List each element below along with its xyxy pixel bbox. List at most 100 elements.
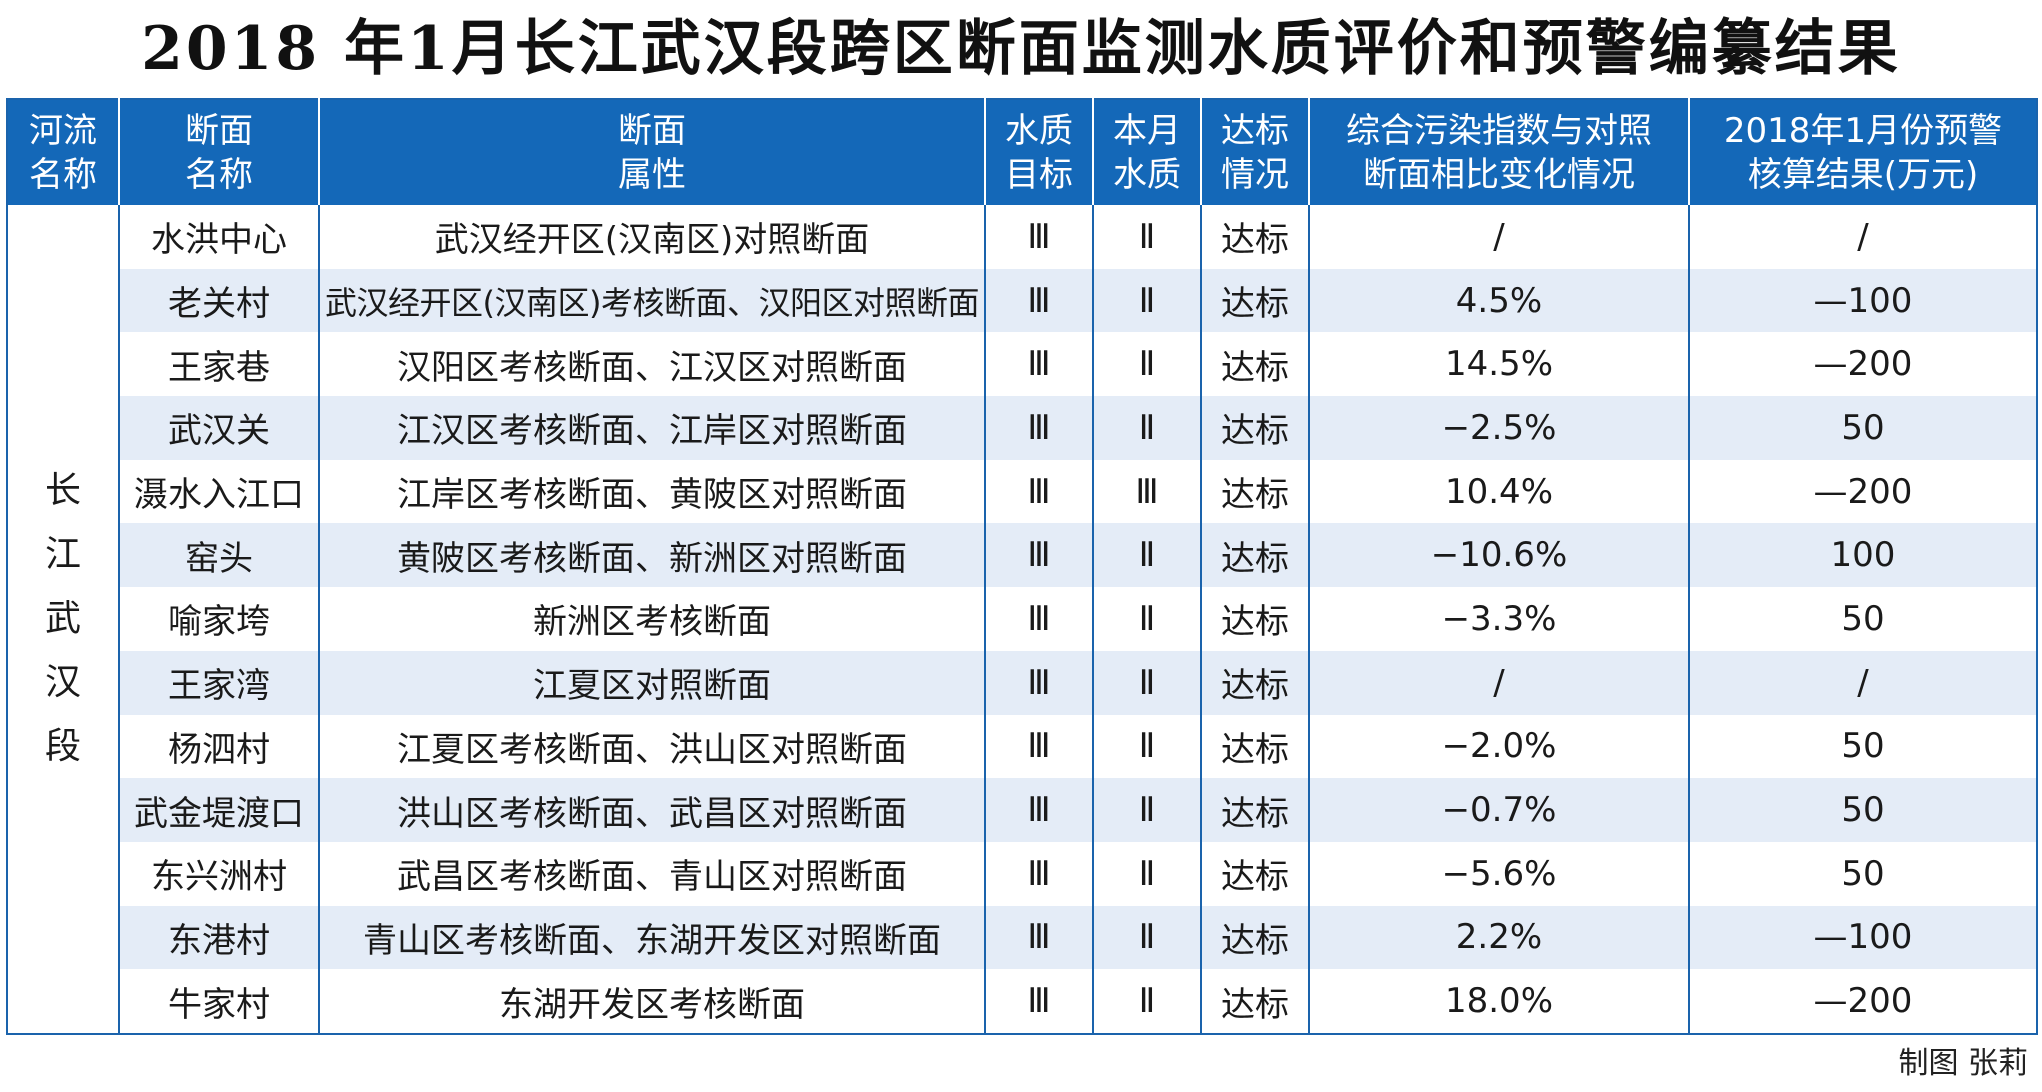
header-quality-target: 水质 目标 [984, 99, 1093, 205]
compliance-cell: 达标 [1200, 969, 1309, 1034]
section-attribute-cell: 江汉区考核断面、江岸区对照断面 [318, 396, 985, 460]
water-quality-table: 河流 名称 断面 名称 断面 属性 水质 目标 本月 水质 达标 情况 综合污染指数与对照断… [6, 98, 2038, 1035]
month-quality-cell: Ⅱ [1092, 778, 1201, 842]
table-row: 王家巷 汉阳区考核断面、江汉区对照断面 Ⅲ Ⅱ 达标 14.5% —200 [7, 332, 2037, 397]
compliance-cell: 达标 [1200, 905, 1309, 970]
table-row: 牛家村 东湖开发区考核断面 Ⅲ Ⅱ 达标 18.0% —200 [7, 969, 2037, 1034]
quality-target-cell: Ⅲ [984, 523, 1093, 588]
table-header-row: 河流 名称 断面 名称 断面 属性 水质 目标 本月 水质 达标 情况 综合污染指数与对照断… [7, 99, 2037, 205]
warning-result-cell: 100 [1688, 523, 2037, 588]
compliance-cell: 达标 [1200, 778, 1309, 842]
warning-result-cell: —200 [1688, 459, 2037, 524]
section-attribute-cell: 汉阳区考核断面、江汉区对照断面 [318, 332, 985, 397]
month-quality-cell: Ⅱ [1092, 523, 1201, 588]
header-section-attribute: 断面 属性 [318, 99, 985, 205]
compliance-cell: 达标 [1200, 205, 1309, 269]
pollution-change-cell: 10.4% [1308, 459, 1689, 524]
table-row: 滠水入江口 江岸区考核断面、黄陂区对照断面 Ⅲ Ⅲ 达标 10.4% —200 [7, 459, 2037, 524]
month-quality-cell: Ⅱ [1092, 969, 1201, 1034]
pollution-change-cell: / [1308, 650, 1689, 715]
month-quality-cell: Ⅱ [1092, 396, 1201, 460]
section-attribute-cell: 洪山区考核断面、武昌区对照断面 [318, 778, 985, 842]
section-name-cell: 东兴洲村 [118, 841, 319, 906]
pollution-change-cell: / [1308, 205, 1689, 269]
section-attribute-cell: 东湖开发区考核断面 [318, 969, 985, 1034]
table-row: 武汉关 江汉区考核断面、江岸区对照断面 Ⅲ Ⅱ 达标 −2.5% 50 [7, 396, 2037, 460]
warning-result-cell: 50 [1688, 714, 2037, 779]
section-attribute-cell: 武汉经开区(汉南区)考核断面、汉阳区对照断面 [318, 268, 985, 333]
month-quality-cell: Ⅱ [1092, 268, 1201, 333]
section-attribute-cell: 黄陂区考核断面、新洲区对照断面 [318, 523, 985, 588]
section-name-cell: 水洪中心 [118, 205, 319, 269]
month-quality-cell: Ⅱ [1092, 205, 1201, 269]
header-warning-result: 2018年1月份预警 核算结果(万元) [1688, 99, 2037, 205]
section-name-cell: 王家湾 [118, 650, 319, 715]
pollution-change-cell: 2.2% [1308, 905, 1689, 970]
section-name-cell: 武汉关 [118, 396, 319, 460]
table-row: 东兴洲村 武昌区考核断面、青山区对照断面 Ⅲ Ⅱ 达标 −5.6% 50 [7, 841, 2037, 906]
pollution-change-cell: −2.5% [1308, 396, 1689, 460]
section-attribute-cell: 青山区考核断面、东湖开发区对照断面 [318, 905, 985, 970]
section-attribute-cell: 江岸区考核断面、黄陂区对照断面 [318, 459, 985, 524]
pollution-change-cell: 18.0% [1308, 969, 1689, 1034]
header-section-name: 断面 名称 [118, 99, 319, 205]
compliance-cell: 达标 [1200, 523, 1309, 588]
month-quality-cell: Ⅱ [1092, 905, 1201, 970]
pollution-change-cell: −5.6% [1308, 841, 1689, 906]
warning-result-cell: / [1688, 205, 2037, 269]
warning-result-cell: —100 [1688, 905, 2037, 970]
credit-text: 制图 张莉 [1898, 1046, 2028, 1081]
section-attribute-cell: 武昌区考核断面、青山区对照断面 [318, 841, 985, 906]
quality-target-cell: Ⅲ [984, 778, 1093, 842]
section-name-cell: 王家巷 [118, 332, 319, 397]
header-river-name: 河流 名称 [7, 99, 119, 205]
river-name-cell: 长 江 武 汉 段 [7, 205, 119, 1034]
section-name-cell: 喻家垮 [118, 587, 319, 651]
quality-target-cell: Ⅲ [984, 905, 1093, 970]
quality-target-cell: Ⅲ [984, 650, 1093, 715]
warning-result-cell: 50 [1688, 396, 2037, 460]
table-row: 窑头 黄陂区考核断面、新洲区对照断面 Ⅲ Ⅱ 达标 −10.6% 100 [7, 523, 2037, 588]
table-row: 老关村 武汉经开区(汉南区)考核断面、汉阳区对照断面 Ⅲ Ⅱ 达标 4.5% —… [7, 268, 2037, 333]
section-name-cell: 老关村 [118, 268, 319, 333]
compliance-cell: 达标 [1200, 841, 1309, 906]
quality-target-cell: Ⅲ [984, 841, 1093, 906]
page-title: 2018 年1月长江武汉段跨区断面监测水质评价和预警编纂结果 [141, 14, 1901, 84]
section-attribute-cell: 新洲区考核断面 [318, 587, 985, 651]
section-attribute-cell: 武汉经开区(汉南区)对照断面 [318, 205, 985, 269]
header-month-quality: 本月 水质 [1092, 99, 1201, 205]
month-quality-cell: Ⅲ [1092, 459, 1201, 524]
quality-target-cell: Ⅲ [984, 268, 1093, 333]
compliance-cell: 达标 [1200, 396, 1309, 460]
section-name-cell: 牛家村 [118, 969, 319, 1034]
section-attribute-cell: 江夏区考核断面、洪山区对照断面 [318, 714, 985, 779]
section-name-cell: 滠水入江口 [118, 459, 319, 524]
compliance-cell: 达标 [1200, 587, 1309, 651]
section-name-cell: 杨泗村 [118, 714, 319, 779]
month-quality-cell: Ⅱ [1092, 714, 1201, 779]
warning-result-cell: —200 [1688, 332, 2037, 397]
section-name-cell: 窑头 [118, 523, 319, 588]
quality-target-cell: Ⅲ [984, 969, 1093, 1034]
compliance-cell: 达标 [1200, 650, 1309, 715]
warning-result-cell: 50 [1688, 778, 2037, 842]
month-quality-cell: Ⅱ [1092, 841, 1201, 906]
section-name-cell: 东港村 [118, 905, 319, 970]
pollution-change-cell: −2.0% [1308, 714, 1689, 779]
pollution-change-cell: 14.5% [1308, 332, 1689, 397]
warning-result-cell: / [1688, 650, 2037, 715]
month-quality-cell: Ⅱ [1092, 587, 1201, 651]
compliance-cell: 达标 [1200, 268, 1309, 333]
quality-target-cell: Ⅲ [984, 396, 1093, 460]
month-quality-cell: Ⅱ [1092, 650, 1201, 715]
table-row: 武金堤渡口 洪山区考核断面、武昌区对照断面 Ⅲ Ⅱ 达标 −0.7% 50 [7, 778, 2037, 842]
compliance-cell: 达标 [1200, 459, 1309, 524]
header-compliance: 达标 情况 [1200, 99, 1309, 205]
table-row: 长 江 武 汉 段 水洪中心 武汉经开区(汉南区)对照断面 Ⅲ Ⅱ 达标 / / [7, 205, 2037, 1034]
warning-result-cell: —100 [1688, 268, 2037, 333]
quality-target-cell: Ⅲ [984, 205, 1093, 269]
warning-result-cell: 50 [1688, 587, 2037, 651]
section-name-cell: 武金堤渡口 [118, 778, 319, 842]
quality-target-cell: Ⅲ [984, 459, 1093, 524]
warning-result-cell: 50 [1688, 841, 2037, 906]
